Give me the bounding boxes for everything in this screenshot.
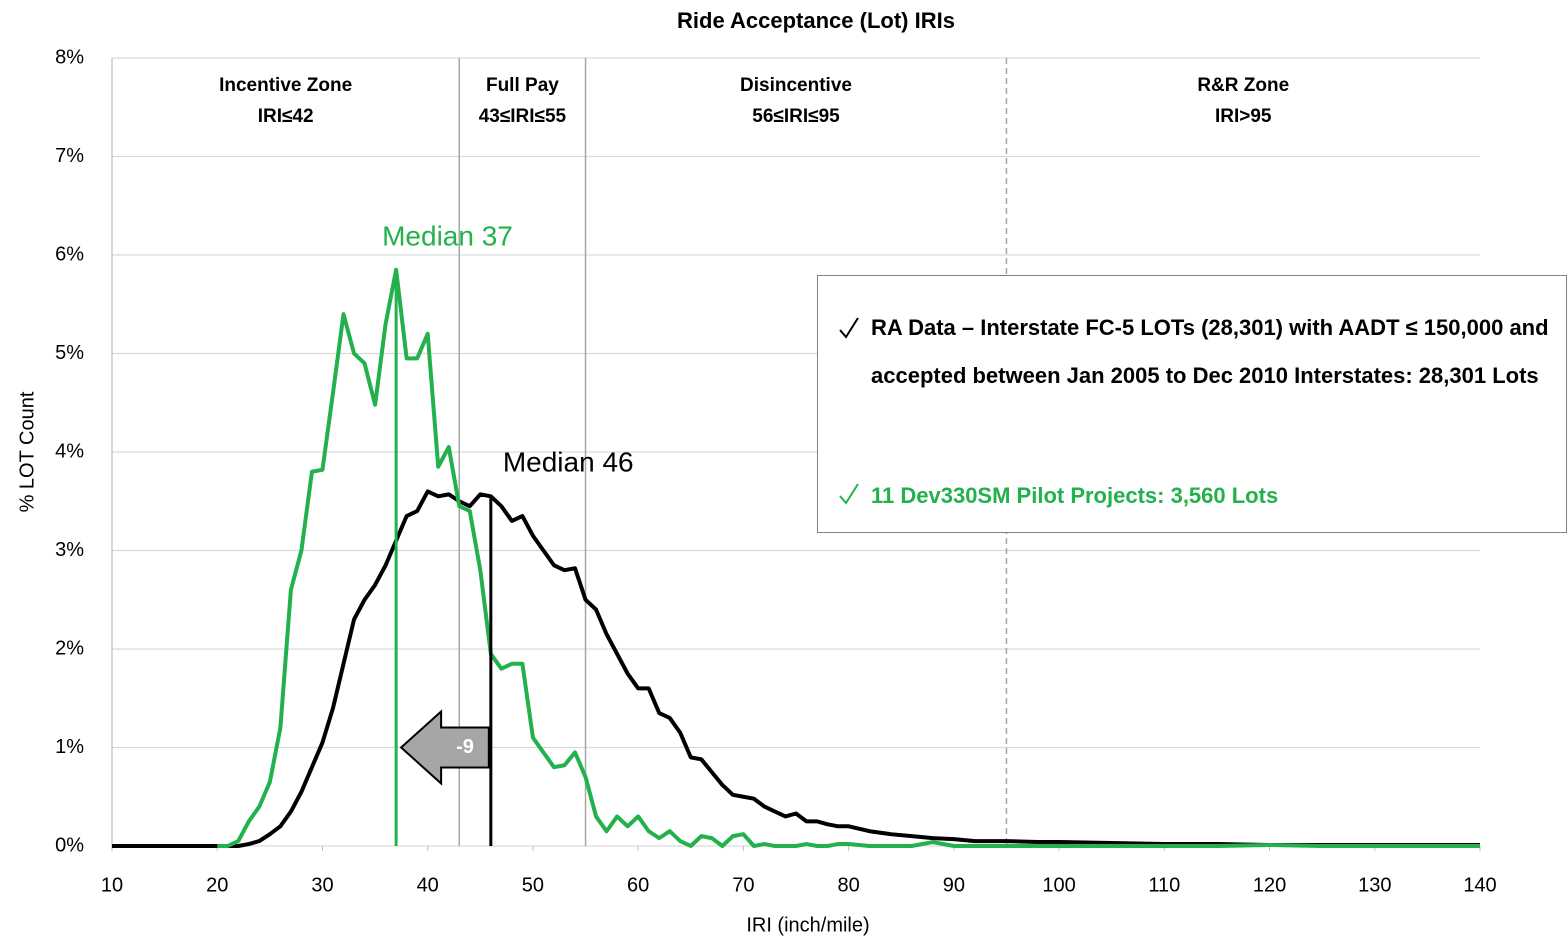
- zone-title: R&R Zone: [1197, 75, 1289, 96]
- difference-arrow: [399, 709, 490, 786]
- zone-range: 56≤IRI≤95: [752, 106, 840, 127]
- legend-entry: RA Data – Interstate FC-5 LOTs (28,301) …: [871, 315, 1549, 388]
- y-tick-label: 2%: [55, 637, 84, 659]
- x-tick-label: 100: [1042, 874, 1075, 896]
- x-tick-label: 30: [311, 874, 333, 896]
- x-tick-label: 20: [206, 874, 228, 896]
- x-tick-label: 120: [1253, 874, 1286, 896]
- median-label: Median 37: [382, 220, 513, 251]
- y-tick-label: 3%: [55, 539, 84, 561]
- chart-title: Ride Acceptance (Lot) IRIs: [677, 8, 955, 33]
- y-tick-label: 6%: [55, 243, 84, 265]
- median-label: Median 46: [503, 446, 634, 477]
- x-tick-label: 140: [1463, 874, 1496, 896]
- legend: RA Data – Interstate FC-5 LOTs (28,301) …: [817, 275, 1567, 533]
- y-tick-label: 4%: [55, 440, 84, 462]
- x-axis-label: IRI (inch/mile): [746, 914, 869, 936]
- x-tick-label: 70: [732, 874, 754, 896]
- x-tick-label: 50: [522, 874, 544, 896]
- y-tick-label: 0%: [55, 834, 84, 856]
- x-tick-label: 60: [627, 874, 649, 896]
- x-tick-label: 90: [943, 874, 965, 896]
- x-tick-label: 130: [1358, 874, 1391, 896]
- y-tick-label: 5%: [55, 342, 84, 364]
- y-axis-label: % LOT Count: [16, 391, 38, 512]
- zone-range: IRI>95: [1215, 106, 1272, 127]
- series-line: [217, 267, 1480, 848]
- zone-range: IRI≤42: [258, 106, 314, 127]
- x-tick-label: 110: [1148, 874, 1180, 896]
- y-tick-label: 7%: [55, 145, 84, 167]
- x-tick-label: 10: [101, 874, 123, 896]
- legend-entry: 11 Dev330SM Pilot Projects: 3,560 Lots: [871, 483, 1279, 508]
- zone-title: Full Pay: [486, 75, 559, 96]
- check: [839, 317, 859, 339]
- arrow-label: -9: [456, 736, 474, 758]
- zone-range: 43≤IRI≤55: [479, 106, 567, 127]
- y-tick-label: 8%: [55, 46, 84, 68]
- y-tick-label: 1%: [55, 736, 84, 758]
- zone-title: Incentive Zone: [219, 75, 352, 96]
- x-tick-label: 40: [417, 874, 439, 896]
- zone-title: Disincentive: [740, 75, 852, 96]
- x-tick-label: 80: [837, 874, 859, 896]
- series-line: [112, 489, 1480, 848]
- check: [839, 483, 859, 505]
- legend-checks: [839, 317, 859, 505]
